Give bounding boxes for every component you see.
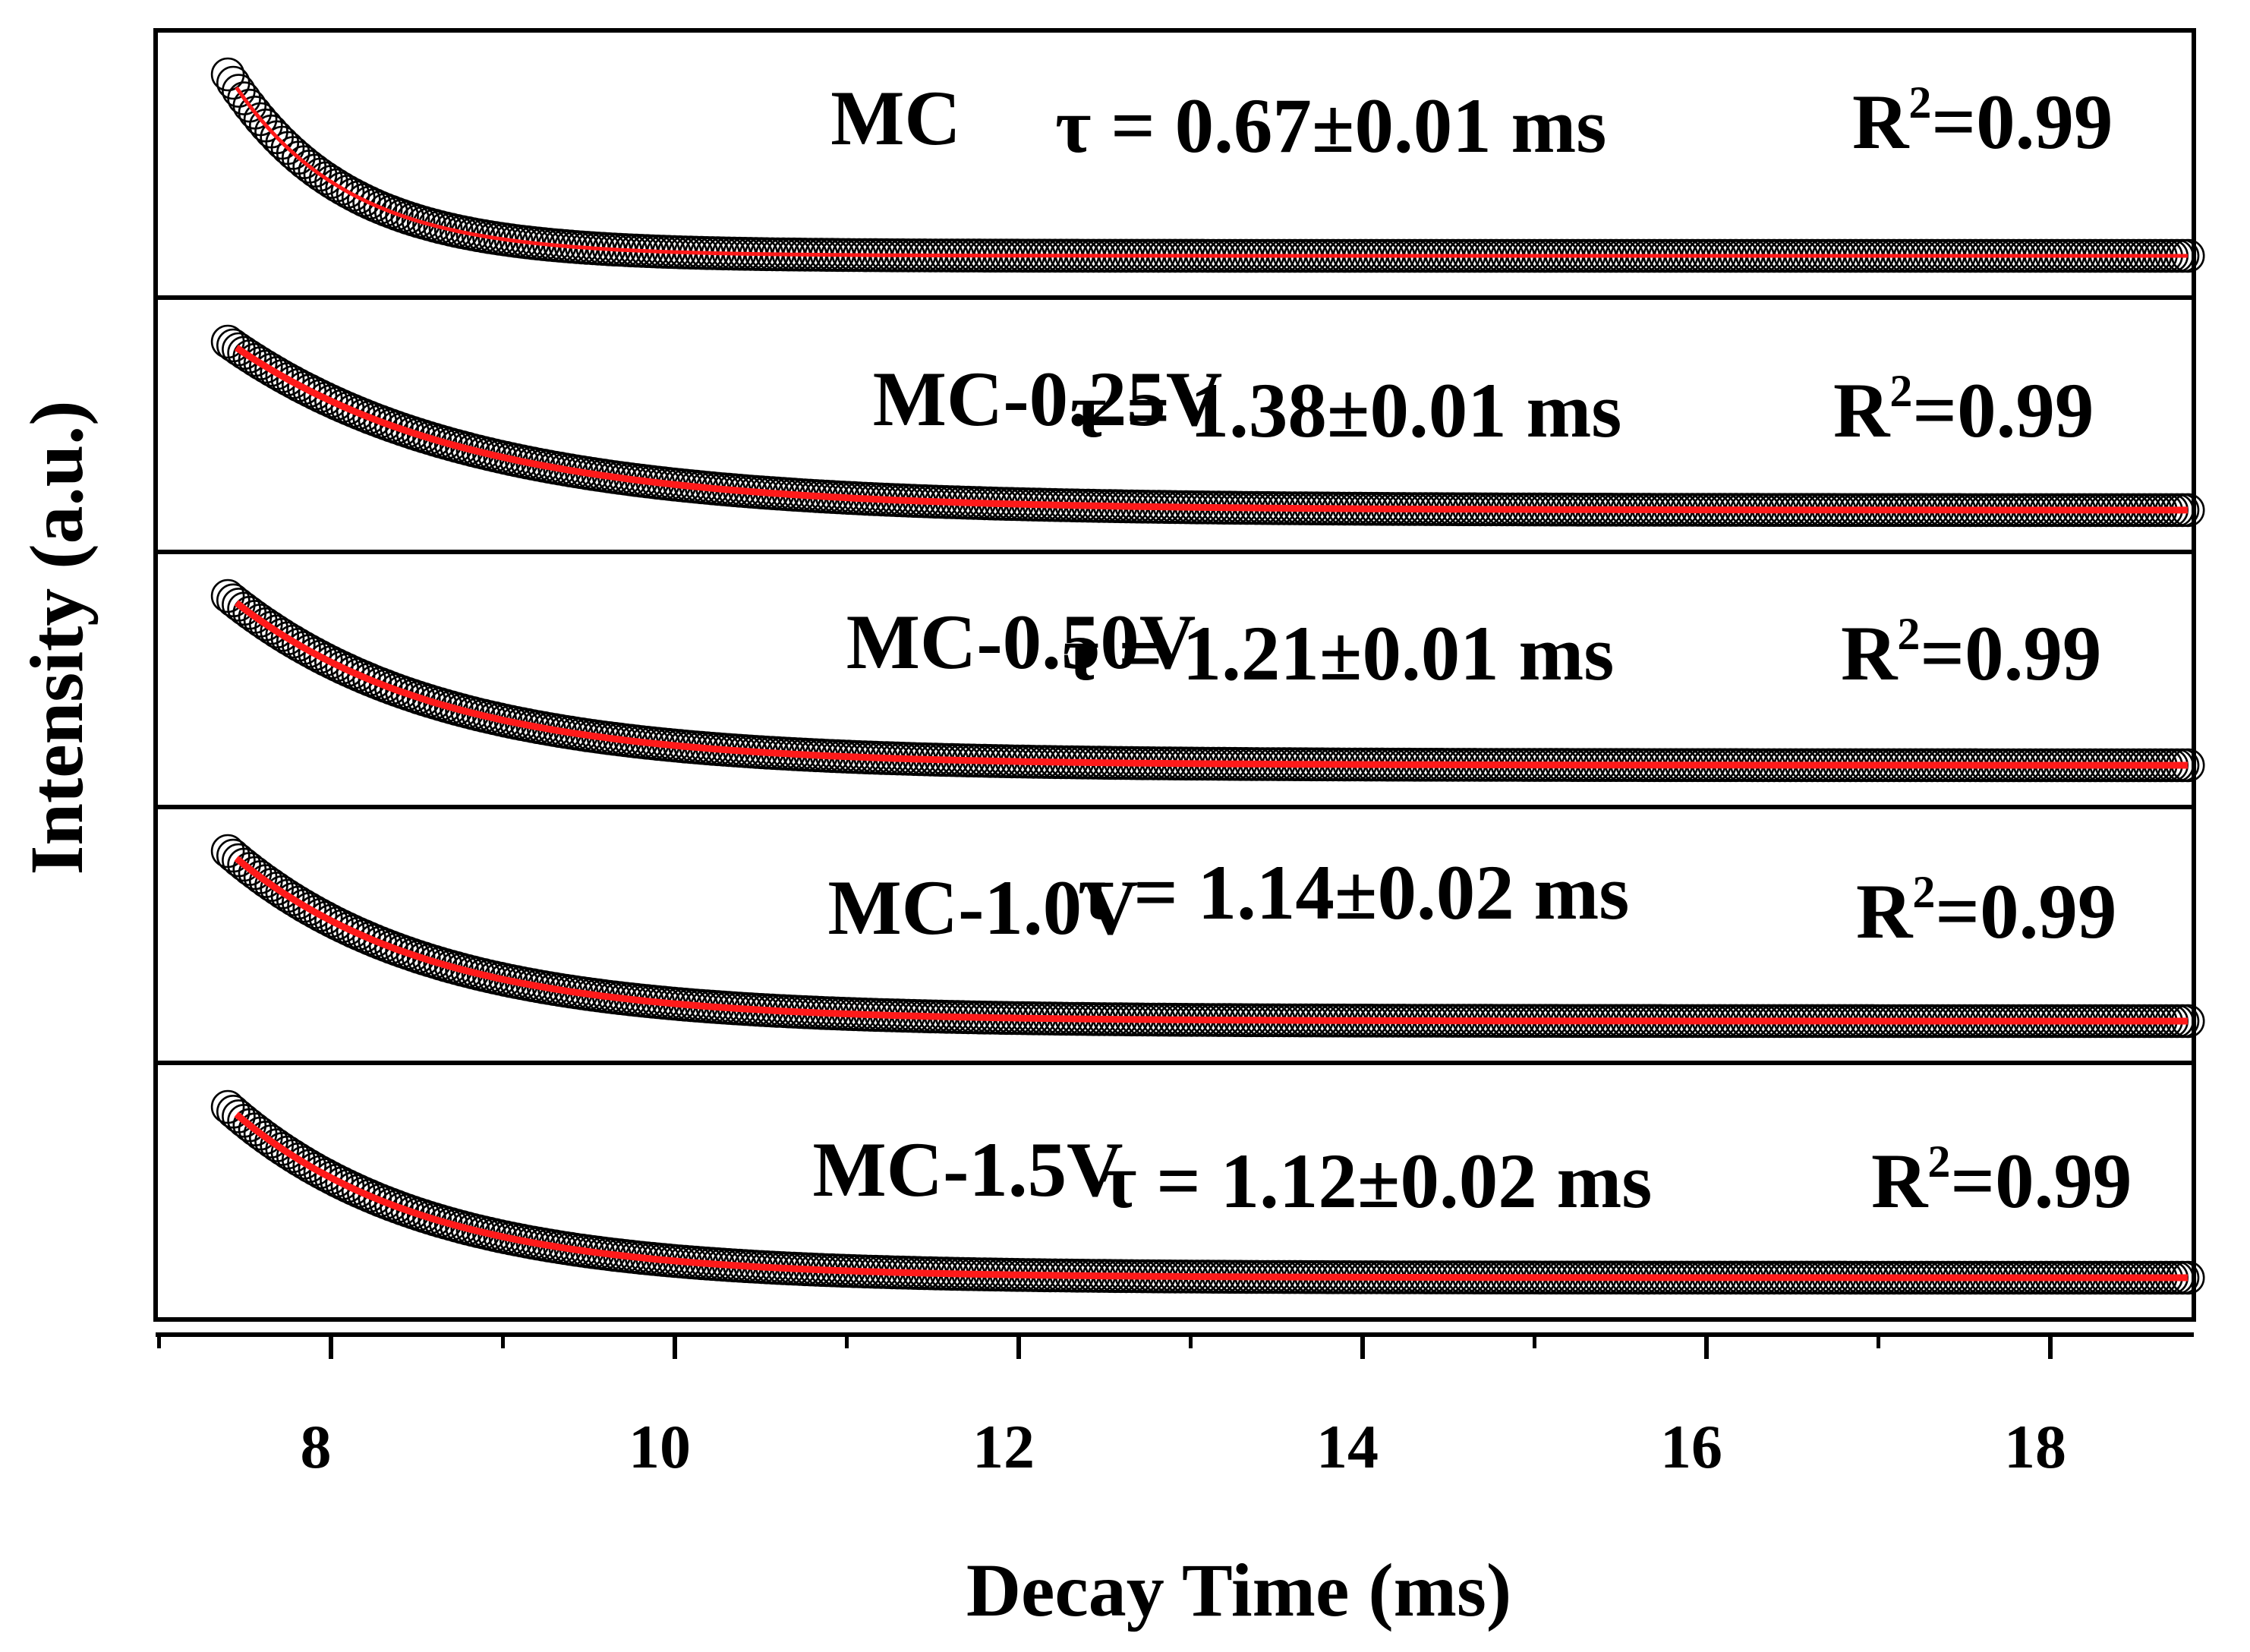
r-letter: R <box>1833 367 1891 454</box>
fit-line <box>234 345 2189 514</box>
data-point <box>325 172 360 206</box>
r-value: =0.99 <box>1920 610 2101 697</box>
data-point <box>276 1139 310 1173</box>
fit-line <box>234 1111 2189 1282</box>
data-point <box>330 175 365 209</box>
data-point <box>308 161 343 196</box>
r-superscript: 2 <box>1908 77 1931 128</box>
data-point <box>238 342 273 377</box>
data-point <box>265 875 300 910</box>
fit-line <box>234 856 2189 1025</box>
r-squared-label: R2=0.99 <box>1841 609 2101 697</box>
r-letter: R <box>1841 610 1899 697</box>
r-superscript: 2 <box>1897 609 1920 659</box>
tau-label: τ = 1.21±0.01 ms <box>1063 610 1614 697</box>
tau-label: τ = 1.38±0.01 ms <box>1070 367 1621 454</box>
x-tick-label: 16 <box>1660 1412 1722 1481</box>
data-point <box>287 631 321 665</box>
data-point <box>276 624 310 659</box>
r-value: =0.99 <box>1935 869 2116 955</box>
data-point <box>254 610 288 645</box>
data-point <box>270 1135 305 1170</box>
r-squared-label: R2=0.99 <box>1852 77 2113 166</box>
y-axis-title: Intensity (a.u.) <box>14 400 99 875</box>
data-point <box>270 362 305 396</box>
panel: MC τ = 0.67±0.01 ms R2=0.99 <box>153 28 2205 300</box>
data-point <box>303 898 338 932</box>
r-superscript: 2 <box>1912 867 1935 917</box>
data-point <box>265 1132 300 1166</box>
r-value: =0.99 <box>1931 79 2113 166</box>
data-point <box>265 359 300 393</box>
fit-line <box>235 86 2189 258</box>
data-point <box>281 1142 316 1177</box>
data-point <box>314 165 348 199</box>
x-tick-label: 10 <box>629 1412 691 1481</box>
panel: MC-1.5Vτ = 1.12±0.02 ms R2=0.99 <box>153 1061 2205 1322</box>
data-point <box>292 634 327 668</box>
data-point <box>292 1149 327 1184</box>
data-point <box>276 882 310 916</box>
tau-label: τ = 1.14±0.02 ms <box>1078 850 1629 936</box>
panel: MC-1.0Vτ = 1.14±0.02 ms R2=0.99 <box>153 805 2205 1065</box>
x-tick-label: 14 <box>1316 1412 1379 1481</box>
x-tick-label: 8 <box>301 1412 332 1481</box>
data-point <box>281 627 316 662</box>
data-point <box>260 356 295 390</box>
data-point <box>320 168 354 203</box>
r-value: =0.99 <box>1950 1138 2132 1225</box>
data-point <box>287 888 321 923</box>
data-point <box>227 336 261 370</box>
data-point <box>308 1158 343 1192</box>
data-point <box>303 1155 338 1190</box>
data-point <box>210 57 245 92</box>
tau-label: τ = 1.12±0.02 ms <box>1101 1138 1652 1225</box>
data-point <box>287 1146 321 1180</box>
x-tick-label: 12 <box>972 1412 1035 1481</box>
r-superscript: 2 <box>1927 1137 1950 1187</box>
tau-label: τ = 0.67±0.01 ms <box>1055 83 1606 169</box>
r-squared-label: R2=0.99 <box>1833 366 2094 454</box>
sample-label: MC-1.0V <box>827 865 1138 951</box>
data-point <box>265 617 300 652</box>
data-point <box>243 346 278 380</box>
data-point <box>298 636 332 671</box>
r-squared-label: R2=0.99 <box>1871 1137 2132 1225</box>
r-squared-label: R2=0.99 <box>1856 867 2116 955</box>
sample-label: MC-1.5V <box>812 1127 1123 1213</box>
data-point <box>298 1152 332 1187</box>
x-axis-title: Decay Time (ms) <box>966 1548 1511 1632</box>
data-point <box>232 339 267 374</box>
data-point <box>276 365 310 399</box>
data-point <box>292 892 327 926</box>
r-letter: R <box>1852 79 1910 166</box>
data-point <box>248 349 283 384</box>
sample-label: MC-0.50V <box>846 599 1196 686</box>
fit-line <box>234 600 2189 769</box>
r-letter: R <box>1856 869 1914 955</box>
data-point <box>270 621 305 656</box>
data-point <box>254 352 288 387</box>
sample-label: MC-0.25V <box>873 356 1223 443</box>
data-point <box>270 878 305 913</box>
panel-frame <box>153 1061 2196 1322</box>
r-letter: R <box>1871 1138 1929 1225</box>
r-superscript: 2 <box>1889 366 1912 416</box>
x-tick-label: 18 <box>2004 1412 2066 1481</box>
x-axis: 8 10 12 14 16 18 <box>156 1332 2194 1481</box>
r-value: =0.99 <box>1912 367 2094 454</box>
data-point <box>298 895 332 929</box>
data-point <box>281 885 316 920</box>
sample-label: MC <box>830 75 961 162</box>
data-point <box>260 614 295 649</box>
